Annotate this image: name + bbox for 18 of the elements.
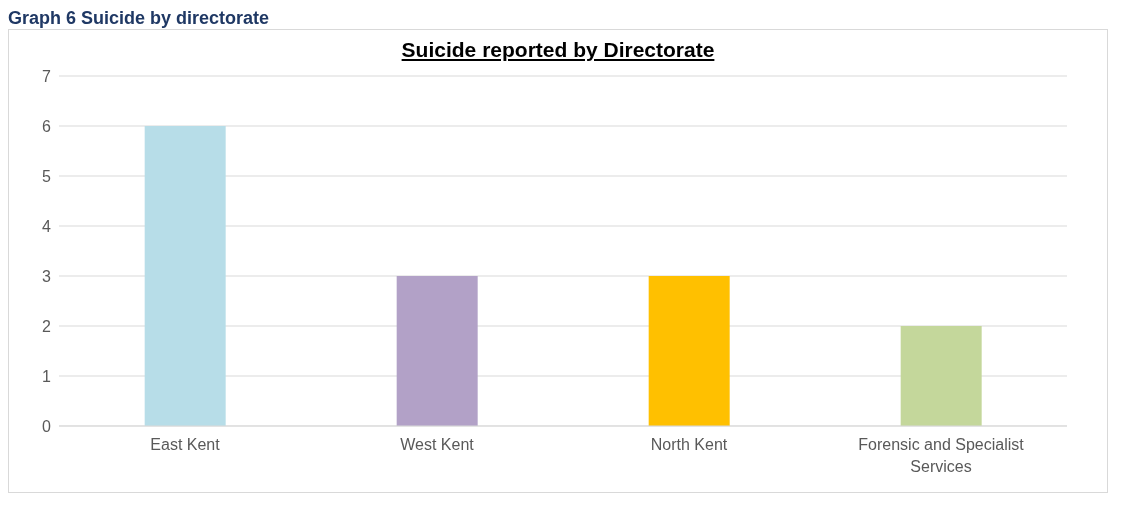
y-tick-label: 3 [42,267,52,285]
x-tick-label: East Kent [150,436,221,453]
x-tick-label: West Kent [400,436,475,453]
y-tick-label: 5 [42,167,52,185]
x-tick-label: North Kent [650,436,728,453]
y-tick-label: 2 [42,317,52,335]
bar [144,126,226,426]
bar [648,276,730,426]
chart-title: Suicide reported by Directorate [400,38,716,62]
bar [900,326,982,426]
x-tick-label: Forensic and Specialist Services [858,436,1025,475]
y-tick-label: 1 [42,367,52,385]
y-tick-label: 4 [42,217,52,235]
bar [396,276,478,426]
y-tick-label: 6 [42,117,52,135]
y-tick-label: 0 [42,417,52,435]
caption: Graph 6 Suicide by directorate [8,8,271,29]
y-tick-label: 7 [42,67,52,85]
